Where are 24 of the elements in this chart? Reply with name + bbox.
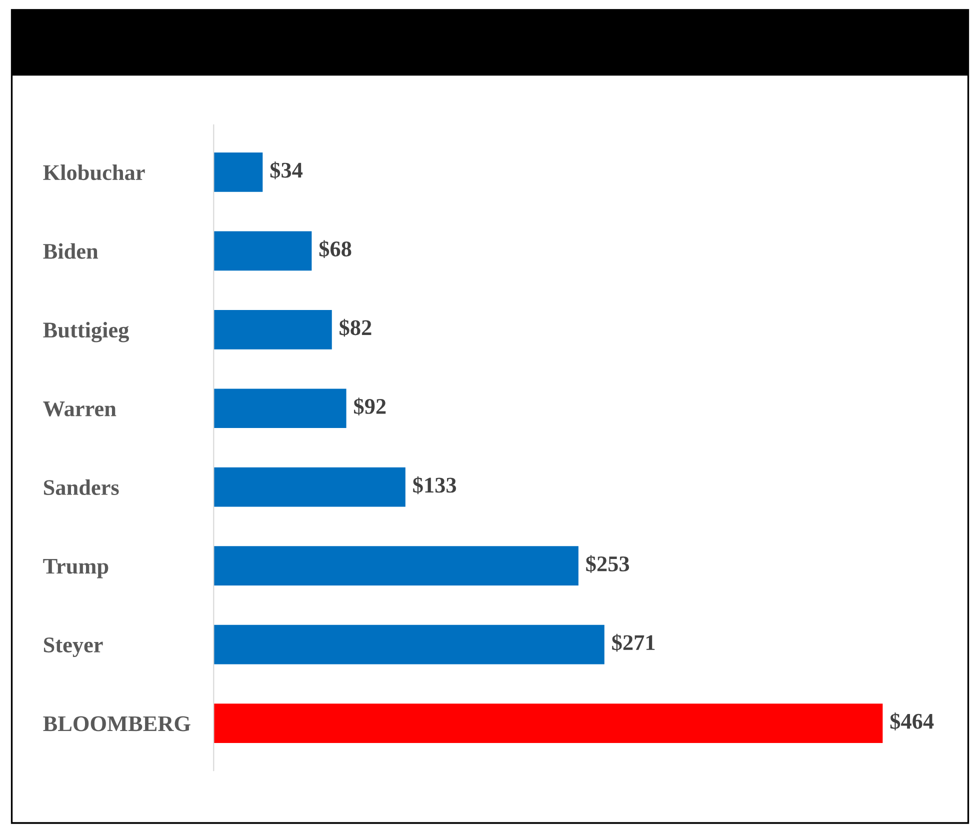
data-label: $92: [354, 398, 386, 416]
y-tick-label: Warren: [43, 402, 116, 416]
y-tick-label: Buttigieg: [43, 322, 130, 342]
bar: [214, 231, 312, 271]
y-tick-label: Klobuchar: [43, 164, 145, 180]
data-label: $271: [612, 634, 655, 652]
data-label: $34: [270, 161, 303, 180]
data-label: $133: [413, 476, 456, 494]
data-label: $464: [890, 712, 934, 730]
y-tick-label: Biden: [43, 243, 98, 259]
bar: [214, 388, 346, 428]
bar: [214, 546, 578, 586]
y-tick-label: Steyer: [44, 638, 103, 658]
data-label: $68: [319, 240, 352, 258]
bar: [214, 152, 263, 192]
y-tick-label: Sanders: [44, 479, 119, 496]
data-label: $82: [340, 318, 372, 337]
y-tick-label: BLOOMBERG: [43, 716, 190, 732]
y-tick-label: Trump: [43, 558, 108, 578]
bar: [214, 624, 604, 664]
data-label: $253: [586, 555, 630, 573]
bar: [214, 310, 332, 350]
bar: [214, 704, 883, 743]
bar: [214, 467, 406, 507]
